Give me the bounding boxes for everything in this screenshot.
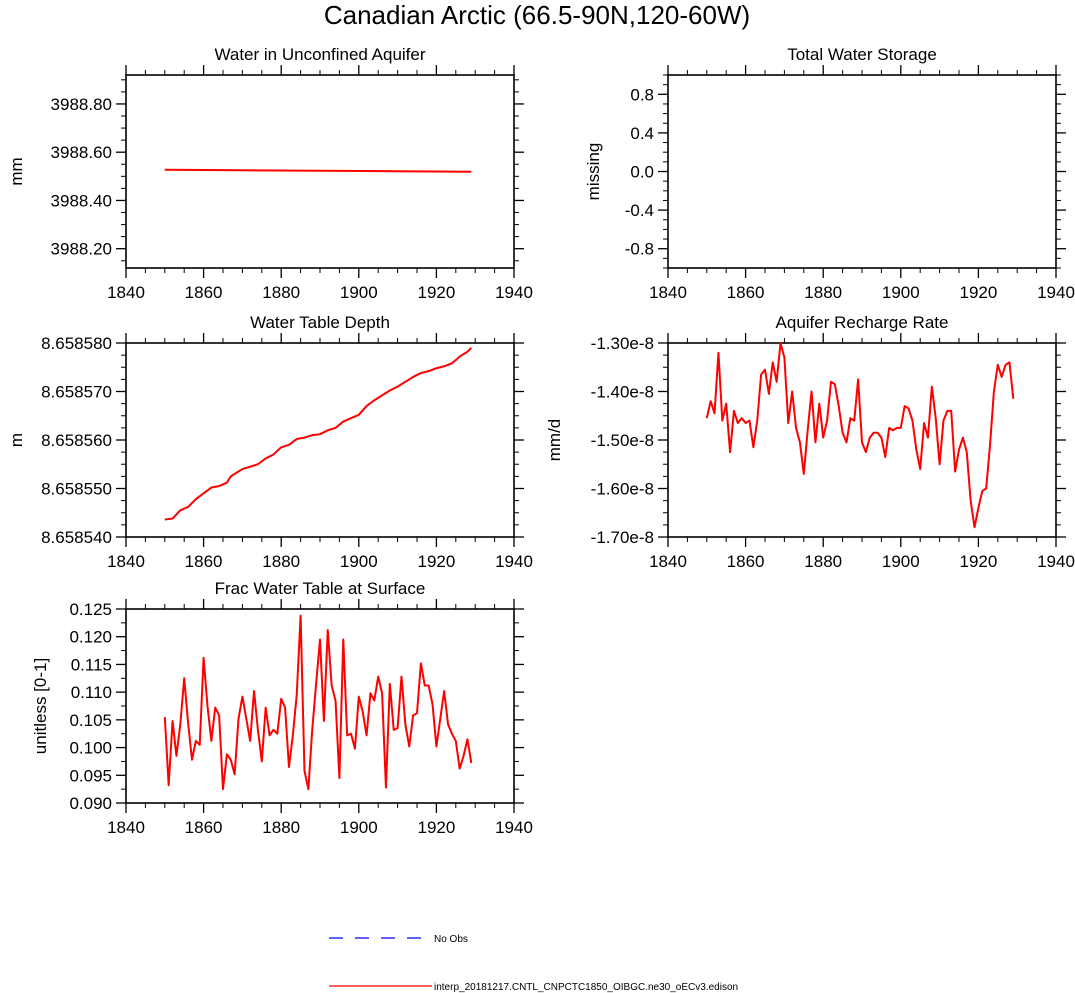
chart-title: Aquifer Recharge Rate: [776, 313, 949, 332]
chart-title: Total Water Storage: [787, 45, 937, 64]
x-tick-label: 1940: [495, 818, 533, 837]
y-tick-label: 0.100: [69, 739, 112, 758]
series-line-water-table-depth: [164, 347, 473, 521]
y-tick-label: 0.4: [630, 124, 654, 143]
x-tick-label: 1920: [417, 283, 455, 302]
y-tick-label: -0.4: [625, 201, 654, 220]
x-tick-label: 1900: [340, 552, 378, 571]
panel-frac-water-table-at-surface: Frac Water Table at Surface unitless [0-1…: [31, 579, 533, 837]
y-tick-label: -0.8: [625, 240, 654, 259]
panel-water-in-unconfined-aquifer: Water in Unconfined Aquifer mm 1840 1860 188…: [7, 45, 533, 302]
y-axis-label: missing: [584, 143, 603, 201]
series-line-water-in-unconfined-aquifer: [164, 168, 472, 173]
x-tick-label: 1920: [417, 552, 455, 571]
y-axis-label: unitless [0-1]: [31, 658, 50, 754]
x-tick-label: 1860: [185, 283, 223, 302]
x-tick-label: 1860: [727, 552, 765, 571]
y-tick-label: 0.0: [630, 163, 654, 182]
x-tick-label: 1880: [262, 552, 300, 571]
y-tick-label: 0.125: [69, 600, 112, 619]
x-tick-label: 1940: [495, 283, 533, 302]
y-tick-label: 0.115: [71, 655, 112, 674]
y-tick-label: -1.40e-8: [591, 383, 654, 402]
y-tick-label: 0.110: [71, 683, 112, 702]
y-tick-label: 8.658560: [41, 431, 112, 450]
y-tick-label: 8.658580: [41, 334, 112, 353]
x-tick-label: 1900: [340, 283, 378, 302]
x-tick-label: 1840: [107, 818, 145, 837]
legend-label-no-obs: No Obs: [434, 934, 468, 945]
y-tick-label: 3988.80: [51, 95, 112, 114]
y-tick-label: 0.8: [630, 85, 654, 104]
y-tick-label: -1.70e-8: [591, 528, 654, 547]
y-tick-label: 3988.20: [51, 240, 112, 259]
x-tick-label: 1880: [262, 283, 300, 302]
x-tick-label: 1900: [882, 552, 920, 571]
x-tick-label: 1880: [804, 552, 842, 571]
x-tick-label: 1920: [417, 818, 455, 837]
y-tick-label: -1.50e-8: [591, 431, 654, 450]
panel-total-water-storage: Total Water Storage missing 1840 1860 1880 19…: [584, 45, 1075, 302]
chart-title: Water in Unconfined Aquifer: [214, 45, 425, 64]
x-tick-label: 1900: [882, 283, 920, 302]
x-tick-label: 1940: [495, 552, 533, 571]
x-tick-label: 1880: [804, 283, 842, 302]
panel-aquifer-recharge-rate: Aquifer Recharge Rate mm/d 1840 1860 1880 190…: [545, 313, 1075, 571]
x-tick-label: 1840: [649, 283, 687, 302]
x-tick-label: 1880: [262, 818, 300, 837]
chart-title: Water Table Depth: [250, 313, 390, 332]
series-line-frac-water-table-at-surface: [163, 614, 473, 791]
plot-frame: [125, 608, 515, 804]
series-line-aquifer-recharge-rate: [705, 342, 1015, 529]
legend: No Obs interp_20181217.CNTL_CNPCTC1850_O…: [329, 934, 738, 993]
y-tick-label: -1.30e-8: [591, 334, 654, 353]
y-tick-label: -1.60e-8: [591, 480, 654, 499]
y-tick-label: 3988.40: [51, 191, 112, 210]
x-tick-label: 1940: [1037, 283, 1075, 302]
y-tick-label: 8.658540: [41, 528, 112, 547]
x-tick-label: 1860: [185, 818, 223, 837]
chart-title: Frac Water Table at Surface: [215, 579, 426, 598]
x-tick-label: 1920: [959, 283, 997, 302]
plot-frame: [667, 74, 1057, 269]
y-tick-label: 8.658570: [41, 383, 112, 402]
x-tick-label: 1840: [107, 283, 145, 302]
y-tick-label: 3988.60: [51, 143, 112, 162]
y-axis-label: mm/d: [545, 419, 564, 462]
x-tick-label: 1940: [1037, 552, 1075, 571]
x-tick-label: 1860: [727, 283, 765, 302]
x-tick-label: 1840: [107, 552, 145, 571]
legend-label-model: interp_20181217.CNTL_CNPCTC1850_OIBGC.ne…: [434, 982, 738, 993]
y-axis-label: m: [7, 433, 26, 447]
y-tick-label: 0.120: [69, 628, 112, 647]
panel-water-table-depth: Water Table Depth m 1840 1860 1880 1900 1920 19…: [7, 313, 533, 571]
x-tick-label: 1900: [340, 818, 378, 837]
y-tick-label: 0.105: [69, 711, 112, 730]
figure-title: Canadian Arctic (66.5-90N,120-60W): [324, 0, 750, 30]
y-tick-label: 8.658550: [41, 480, 112, 499]
y-axis-label: mm: [7, 157, 26, 185]
x-tick-label: 1860: [185, 552, 223, 571]
y-tick-label: 0.095: [69, 766, 112, 785]
x-tick-label: 1920: [959, 552, 997, 571]
x-tick-label: 1840: [649, 552, 687, 571]
y-tick-label: 0.090: [69, 794, 112, 813]
